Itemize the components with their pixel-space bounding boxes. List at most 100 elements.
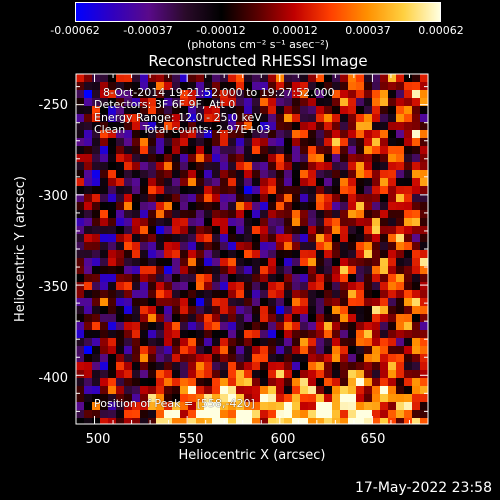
image-pixel <box>100 306 108 314</box>
image-pixel <box>268 98 276 106</box>
image-pixel <box>356 258 364 266</box>
image-pixel <box>268 258 276 266</box>
image-pixel <box>156 162 164 170</box>
image-pixel <box>356 186 364 194</box>
image-pixel <box>212 418 220 424</box>
image-pixel <box>396 410 404 418</box>
image-pixel <box>196 314 204 322</box>
image-pixel <box>420 194 428 202</box>
image-pixel <box>412 162 420 170</box>
image-pixel <box>404 290 412 298</box>
image-pixel <box>244 82 252 90</box>
image-pixel <box>124 202 132 210</box>
image-pixel <box>132 362 140 370</box>
image-pixel <box>332 410 340 418</box>
image-pixel <box>236 378 244 386</box>
image-pixel <box>372 290 380 298</box>
image-pixel <box>124 250 132 258</box>
image-pixel <box>332 82 340 90</box>
image-pixel <box>236 194 244 202</box>
image-pixel <box>332 226 340 234</box>
image-pixel <box>276 114 284 122</box>
image-pixel <box>396 154 404 162</box>
image-pixel <box>76 170 84 178</box>
image-pixel <box>124 394 132 402</box>
image-pixel <box>268 354 276 362</box>
image-pixel <box>340 354 348 362</box>
image-pixel <box>140 186 148 194</box>
image-pixel <box>236 170 244 178</box>
image-pixel <box>332 354 340 362</box>
image-pixel <box>260 186 268 194</box>
image-pixel <box>292 122 300 130</box>
image-pixel <box>268 218 276 226</box>
image-pixel <box>420 74 428 82</box>
image-pixel <box>244 146 252 154</box>
image-pixel <box>156 138 164 146</box>
image-pixel <box>372 418 380 424</box>
image-pixel <box>404 306 412 314</box>
image-pixel <box>404 162 412 170</box>
image-pixel <box>132 250 140 258</box>
image-pixel <box>284 378 292 386</box>
image-pixel <box>292 274 300 282</box>
colorbar-tick-label: 0.00062 <box>418 24 464 37</box>
image-pixel <box>148 74 156 82</box>
image-pixel <box>140 130 148 138</box>
image-pixel <box>196 82 204 90</box>
image-pixel <box>148 226 156 234</box>
image-pixel <box>124 386 132 394</box>
image-pixel <box>316 282 324 290</box>
image-pixel <box>180 186 188 194</box>
image-pixel <box>340 106 348 114</box>
image-pixel <box>268 362 276 370</box>
image-pixel <box>84 266 92 274</box>
image-pixel <box>92 314 100 322</box>
image-pixel <box>244 322 252 330</box>
image-pixel <box>340 370 348 378</box>
image-pixel <box>292 322 300 330</box>
image-pixel <box>76 82 84 90</box>
image-pixel <box>236 370 244 378</box>
image-pixel <box>220 386 228 394</box>
image-pixel <box>236 298 244 306</box>
image-pixel <box>236 178 244 186</box>
image-pixel <box>324 410 332 418</box>
image-pixel <box>132 258 140 266</box>
image-pixel <box>132 202 140 210</box>
image-pixel <box>252 410 260 418</box>
image-pixel <box>164 186 172 194</box>
image-pixel <box>220 218 228 226</box>
image-pixel <box>100 394 108 402</box>
image-pixel <box>324 90 332 98</box>
image-pixel <box>388 194 396 202</box>
image-pixel <box>92 362 100 370</box>
image-pixel <box>220 210 228 218</box>
image-pixel <box>204 226 212 234</box>
image-pixel <box>228 234 236 242</box>
image-pixel <box>372 298 380 306</box>
image-pixel <box>212 394 220 402</box>
image-pixel <box>220 242 228 250</box>
image-pixel <box>332 386 340 394</box>
image-pixel <box>108 346 116 354</box>
image-pixel <box>204 194 212 202</box>
image-pixel <box>268 210 276 218</box>
image-pixel <box>204 138 212 146</box>
image-pixel <box>92 370 100 378</box>
image-pixel <box>148 274 156 282</box>
image-pixel <box>332 258 340 266</box>
image-pixel <box>340 322 348 330</box>
image-pixel <box>420 282 428 290</box>
image-pixel <box>212 258 220 266</box>
image-pixel <box>172 290 180 298</box>
image-pixel <box>180 370 188 378</box>
image-pixel <box>204 242 212 250</box>
image-pixel <box>172 202 180 210</box>
image-pixel <box>172 218 180 226</box>
image-pixel <box>388 74 396 82</box>
image-pixel <box>164 154 172 162</box>
image-pixel <box>196 162 204 170</box>
image-pixel <box>420 330 428 338</box>
image-pixel <box>212 330 220 338</box>
